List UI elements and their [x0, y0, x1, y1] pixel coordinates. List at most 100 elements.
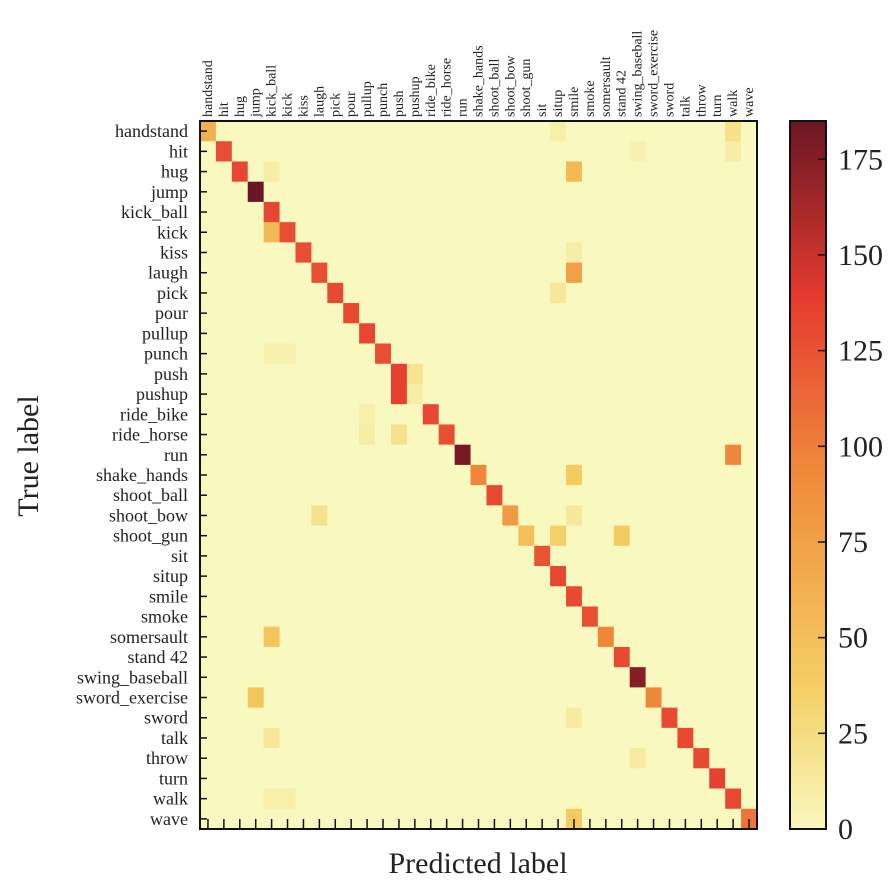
heatmap-cell [200, 141, 217, 163]
heatmap-cell [200, 606, 217, 628]
y-tick-label: pick [157, 283, 188, 303]
heatmap-cell [390, 383, 408, 405]
heatmap-cell [725, 586, 742, 608]
heatmap-cell [534, 646, 551, 668]
heatmap-cell [502, 161, 519, 183]
heatmap-cell [661, 464, 679, 486]
x-tick-label: ride_bike [424, 64, 439, 117]
heatmap-cell [247, 545, 265, 567]
y-tick-label: shoot_gun [113, 526, 188, 546]
heatmap-cell [311, 201, 328, 223]
heatmap-cell [375, 646, 392, 668]
x-tick-label: run [456, 98, 471, 117]
heatmap-cell [295, 505, 312, 527]
heatmap-cell [247, 768, 265, 790]
heatmap-cell [279, 768, 297, 790]
heatmap-cell [677, 141, 694, 163]
heatmap-cell [581, 464, 599, 486]
heatmap-cell [597, 404, 615, 426]
heatmap-cell [438, 242, 456, 264]
heatmap-cell [390, 262, 408, 284]
heatmap-cell [741, 464, 758, 486]
heatmap-cell [231, 161, 249, 183]
heatmap-cell [359, 566, 376, 587]
heatmap-cell [613, 161, 631, 183]
heatmap-cell [566, 464, 583, 486]
heatmap-cell [438, 323, 456, 345]
heatmap-cell [263, 303, 281, 324]
heatmap-cell [550, 323, 567, 345]
heatmap-cell [406, 485, 424, 506]
heatmap-cell [390, 525, 408, 547]
heatmap-cell [502, 707, 519, 729]
heatmap-cell [725, 161, 742, 183]
heatmap-cell [215, 485, 233, 506]
heatmap-cell [581, 121, 599, 142]
heatmap-cell [709, 727, 726, 749]
heatmap-cell [343, 606, 360, 628]
heatmap-cell [454, 222, 472, 243]
heatmap-cell [231, 303, 249, 324]
heatmap-cell [597, 303, 615, 324]
heatmap-cell [375, 121, 392, 142]
y-tick-label: talk [161, 728, 188, 748]
heatmap-cell [566, 505, 583, 527]
heatmap-cell [279, 748, 297, 769]
heatmap-cell [486, 201, 503, 223]
heatmap-cell [247, 626, 265, 648]
heatmap-cell [581, 323, 599, 345]
heatmap-cell [327, 707, 344, 729]
heatmap-cell [613, 545, 631, 567]
heatmap-cell [422, 485, 440, 506]
heatmap-cell [295, 201, 312, 223]
heatmap-cell [263, 485, 281, 506]
y-axis-title: True label [12, 395, 45, 516]
heatmap-cell [693, 242, 710, 264]
heatmap-cell [247, 343, 265, 365]
heatmap-cell [486, 505, 503, 527]
heatmap-cell [645, 161, 663, 183]
heatmap-cell [406, 646, 424, 668]
heatmap-cell [359, 444, 376, 466]
heatmap-cell [375, 748, 392, 769]
heatmap-cell [534, 363, 551, 385]
heatmap-cell [741, 788, 758, 810]
heatmap-cell [581, 444, 599, 466]
heatmap-cell [279, 303, 297, 324]
heatmap-cell [327, 343, 344, 365]
heatmap-cell [550, 383, 567, 405]
heatmap-cell [581, 788, 599, 810]
heatmap-cell [725, 363, 742, 385]
heatmap-cell [566, 707, 583, 729]
heatmap-cell [518, 586, 535, 608]
heatmap-cell [725, 768, 742, 790]
colorbar [789, 120, 827, 830]
heatmap-cell [200, 788, 217, 810]
heatmap-cell [629, 141, 647, 163]
heatmap-cell [343, 242, 360, 264]
heatmap-cell [390, 768, 408, 790]
heatmap-cell [422, 343, 440, 365]
heatmap-cell [518, 566, 535, 587]
heatmap-cell [438, 262, 456, 284]
heatmap-cell [661, 303, 679, 324]
heatmap-cell [406, 525, 424, 547]
heatmap-cell [486, 626, 503, 648]
axis-ticks [200, 130, 750, 829]
heatmap-cell [518, 181, 535, 203]
heatmap-cell [661, 606, 679, 628]
heatmap-cell [613, 485, 631, 506]
heatmap-cell [454, 525, 472, 547]
heatmap-cell [422, 262, 440, 284]
heatmap-cell [231, 485, 249, 506]
heatmap-cell [486, 646, 503, 668]
heatmap-cell [725, 383, 742, 405]
heatmap-cell [263, 242, 281, 264]
heatmap-cell [661, 505, 679, 527]
heatmap-cell [693, 748, 710, 769]
heatmap-cell [406, 727, 424, 749]
heatmap-cell [327, 222, 344, 243]
heatmap-cell [566, 201, 583, 223]
heatmap-cell [359, 343, 376, 365]
heatmap-cell [677, 748, 694, 769]
